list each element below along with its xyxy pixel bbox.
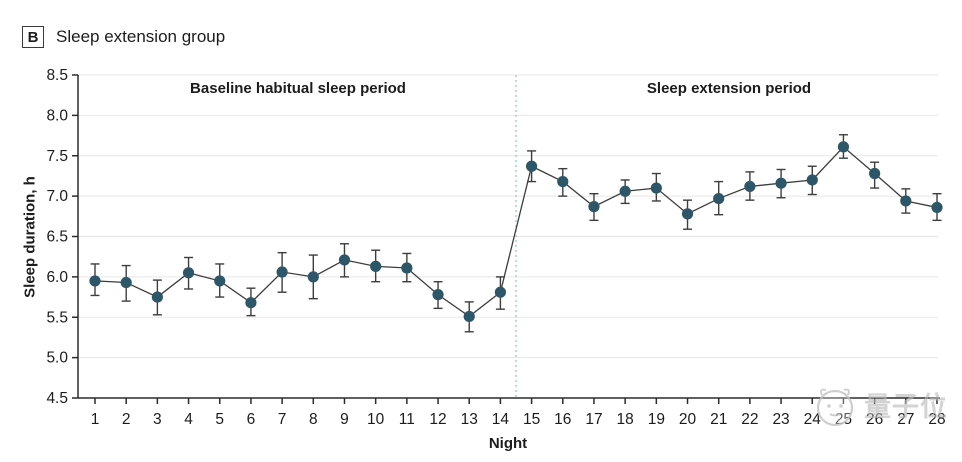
figure-title: Sleep extension group (56, 27, 226, 46)
y-axis-title: Sleep duration, h (21, 176, 39, 298)
svg-text:15: 15 (523, 411, 540, 428)
annotation-extension-period: Sleep extension period (646, 80, 812, 97)
svg-text:10: 10 (367, 411, 385, 428)
svg-text:27: 27 (897, 411, 914, 428)
data-point-night-14 (494, 286, 507, 298)
x-axis-title: Night (488, 435, 528, 452)
svg-text:23: 23 (772, 411, 789, 428)
svg-text:17: 17 (585, 411, 602, 428)
panel-label-badge: B (22, 26, 44, 48)
svg-text:9: 9 (340, 411, 349, 428)
svg-text:6.0: 6.0 (46, 269, 68, 286)
data-point-night-13 (463, 310, 475, 323)
data-point-night-20 (681, 208, 694, 220)
svg-text:18: 18 (617, 411, 634, 428)
data-point-night-4 (182, 267, 195, 279)
annotation-baseline-period: Baseline habitual sleep period (190, 80, 406, 97)
data-point-night-5 (214, 275, 226, 287)
series-line (94, 145, 938, 318)
svg-text:3: 3 (153, 411, 162, 428)
data-point-night-8 (307, 271, 319, 283)
data-point-night-11 (401, 262, 413, 274)
error-bars (90, 134, 942, 333)
data-point-night-19 (650, 182, 662, 194)
gridlines (78, 74, 938, 359)
data-point-night-1 (89, 275, 101, 287)
svg-text:5.5: 5.5 (46, 309, 68, 326)
svg-text:12: 12 (429, 411, 446, 428)
data-point-night-27 (900, 195, 912, 207)
svg-text:7: 7 (278, 411, 287, 428)
svg-text:26: 26 (866, 411, 883, 428)
svg-text:28: 28 (928, 411, 945, 428)
data-point-night-28 (931, 201, 943, 214)
svg-text:6.5: 6.5 (46, 229, 68, 246)
figure-header: B Sleep extension group (22, 26, 225, 48)
data-point-night-7 (276, 266, 288, 278)
svg-text:8: 8 (309, 411, 318, 428)
svg-text:22: 22 (741, 411, 758, 428)
data-point-night-17 (588, 201, 600, 213)
svg-text:20: 20 (679, 411, 697, 428)
data-point-night-10 (370, 260, 382, 272)
data-point-night-23 (775, 177, 787, 189)
svg-text:4.5: 4.5 (46, 390, 68, 407)
data-point-night-2 (120, 276, 132, 289)
data-point-night-18 (619, 185, 631, 197)
svg-text:13: 13 (461, 411, 478, 428)
data-point-night-6 (245, 297, 257, 309)
y-tick-labels: 4.5 5.0 5.5 6.0 6.5 7.0 7.5 8.0 8.5 (46, 67, 68, 407)
svg-text:21: 21 (710, 411, 727, 428)
data-point-night-22 (744, 180, 756, 193)
data-points (89, 141, 943, 323)
data-point-night-26 (869, 167, 881, 180)
svg-text:6: 6 (247, 411, 256, 428)
data-point-night-12 (432, 289, 444, 301)
svg-text:19: 19 (648, 411, 665, 428)
svg-text:14: 14 (492, 411, 510, 428)
svg-text:11: 11 (399, 411, 415, 428)
data-point-night-25 (837, 141, 850, 153)
svg-text:2: 2 (122, 411, 131, 428)
svg-text:24: 24 (804, 411, 822, 428)
svg-text:8.0: 8.0 (46, 107, 68, 124)
data-point-night-3 (151, 291, 163, 303)
data-point-night-16 (557, 175, 569, 188)
data-point-night-15 (525, 160, 538, 172)
svg-text:7.5: 7.5 (46, 148, 68, 165)
data-point-night-24 (806, 174, 818, 186)
axes (72, 74, 940, 404)
data-point-night-9 (338, 254, 351, 266)
data-point-night-21 (713, 192, 725, 205)
svg-text:4: 4 (184, 411, 193, 428)
svg-text:5: 5 (215, 411, 224, 428)
svg-text:8.5: 8.5 (46, 67, 68, 84)
svg-text:1: 1 (91, 411, 100, 428)
svg-text:7.0: 7.0 (46, 188, 68, 205)
svg-text:25: 25 (835, 411, 852, 428)
svg-text:16: 16 (554, 411, 571, 428)
svg-text:5.0: 5.0 (46, 350, 68, 367)
x-tick-labels: 1 2 3 4 5 6 7 8 9 10 11 12 13 14 15 16 17 18 19 20 21 22 23 24 2… (91, 411, 946, 428)
